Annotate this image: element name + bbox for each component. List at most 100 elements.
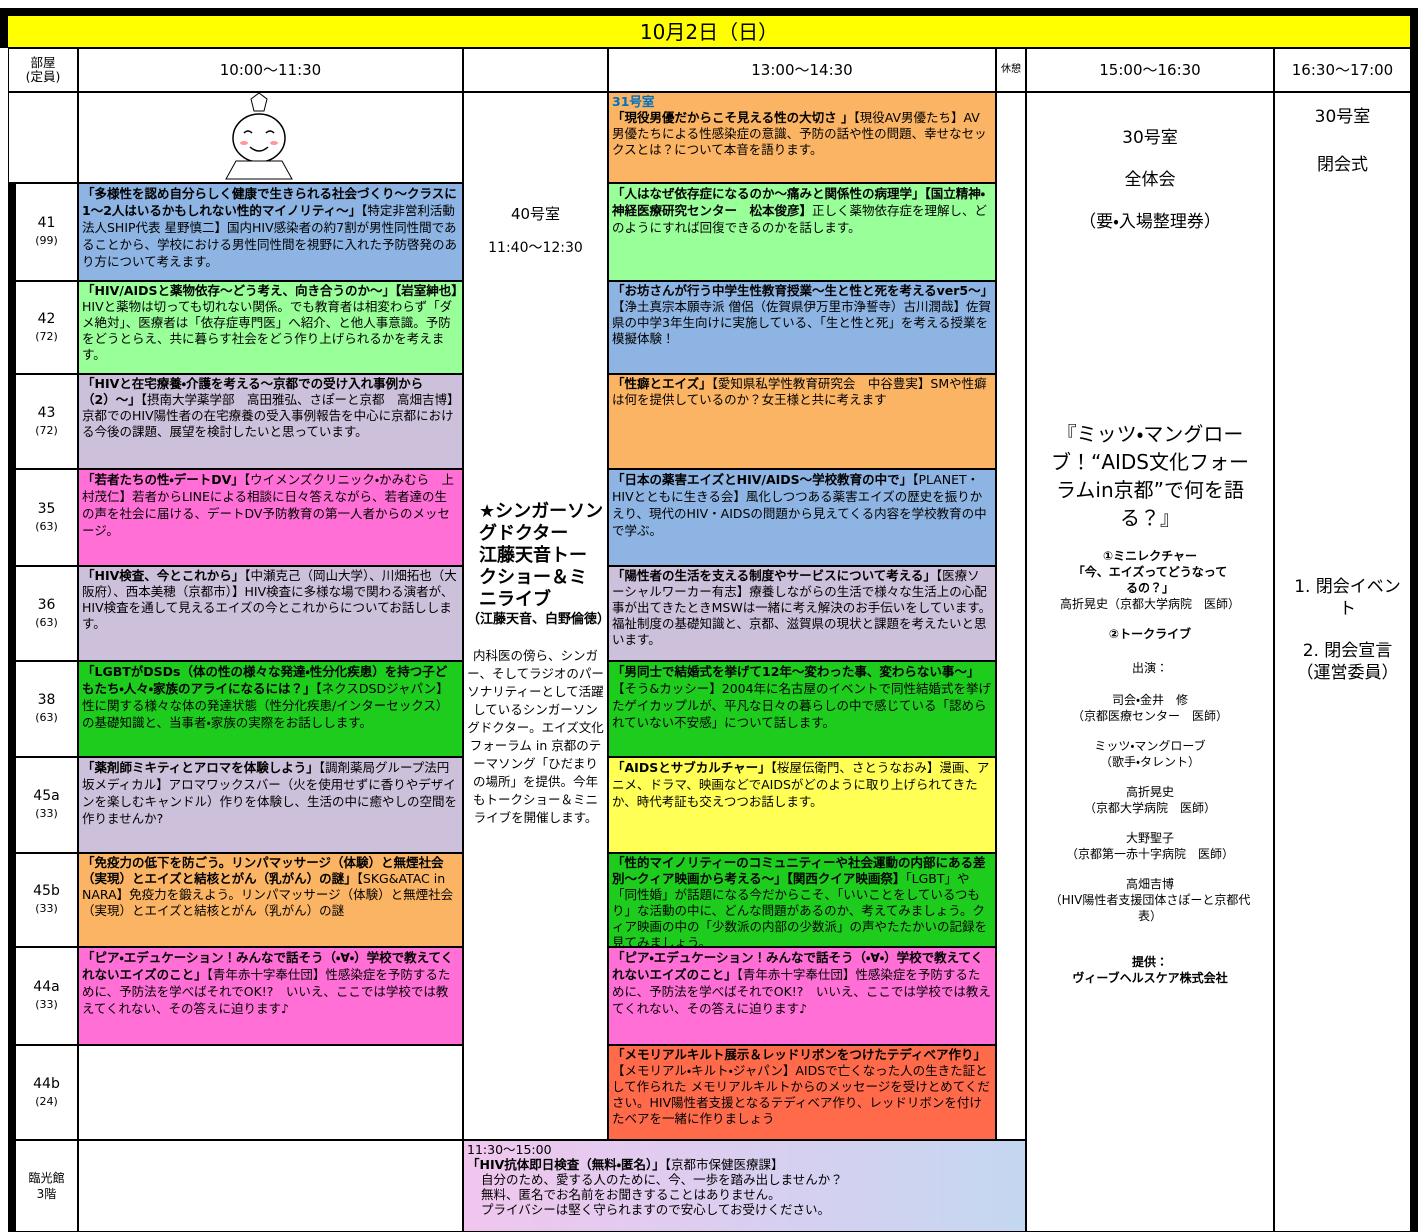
room-label: 44b xyxy=(33,1075,60,1092)
session-cell: 「性癖とエイズ」【愛知県私学性教育研究会 中谷豊実】SMや性癖は何を提供している… xyxy=(608,374,996,469)
header-break: 休憩 xyxy=(996,48,1026,92)
header-slot4: 16:30〜17:00 xyxy=(1291,61,1394,79)
session-title: 「メモリアルキルト展示＆レッドリボンをつけたテディベア作り」 xyxy=(612,1047,987,1062)
room-label: 36 xyxy=(37,596,56,613)
capacity-label: (24) xyxy=(35,1094,58,1108)
session-body: 【桜屋伝衛門、さとうなおみ】漫画、アニメ、ドラマ、映画などでAIDSがどのように… xyxy=(612,760,990,809)
middle-column: 40号室 11:40〜12:30 ★シンガーソングドクター 江藤天音トークショー… xyxy=(463,92,608,1140)
header-slot: 15:00〜16:30 xyxy=(1026,48,1274,92)
room-cell: 43 (72) xyxy=(8,374,78,469)
header-slot1: 10:00〜11:30 xyxy=(219,61,322,79)
middle-performers: （江藤天音、白野倫徳） xyxy=(467,612,608,627)
session-title: 「お坊さんが行う中学生性教育授業〜生と性と死を考えるver5〜」 xyxy=(612,283,994,298)
header-slot2: 13:00〜14:30 xyxy=(751,61,853,79)
session-title: 「ピア・エデュケーション！みんなで話そう（・∀・）学校で教えてくれないエイズのこ… xyxy=(82,950,454,982)
room-label: 35 xyxy=(37,500,56,517)
closing-item: 1. 閉会イベント xyxy=(1294,577,1401,619)
test-title: 「HIV抗体即日検査（無料・匿名）」 xyxy=(467,1157,665,1172)
room-label: 臨光館3階 xyxy=(28,1171,65,1201)
session-body: 【ウイメンズクリニック・かみむら 上村茂仁】若者からLINEによる相談に日々答え… xyxy=(82,472,455,538)
cast-line: 大野聖子 xyxy=(1125,831,1174,845)
session-body: 【SKG&ATAC in NARA】免疫力を鍛えよう。リンパマッサージ（体験）と… xyxy=(82,871,454,918)
closing-room: 30号室 xyxy=(1314,107,1371,127)
room-label: 45b xyxy=(33,883,60,899)
mascot xyxy=(225,93,293,180)
plenary-theme: 『ミッツ・マングローブ！“AIDS文化フォーラムin京都”で何を語る？』 xyxy=(1050,422,1250,530)
session-body: 【ネクスDSDジャパン】性に関する様々な体の発達状態（性分化疾患/インターセック… xyxy=(82,681,449,730)
talk: ②トークライブ xyxy=(1108,627,1192,641)
session-title: 「LGBTがDSDs（体の性の様々な発達・性分化疾患）を持つ子どもたち・人々・家… xyxy=(82,664,448,696)
session-cell: 「薬剤師ミキティとアロマを体験しよう」【調剤薬局グループ法円坂メディカル】アロマ… xyxy=(78,757,463,853)
closing-column: 30号室 閉会式 1. 閉会イベント 2. 閉会宣言（運営委員） xyxy=(1274,92,1418,1232)
closing-item: 2. 閉会宣言（運営委員） xyxy=(1296,641,1399,683)
session-cell: 「LGBTがDSDs（体の性の様々な発達・性分化疾患）を持つ子どもたち・人々・家… xyxy=(78,661,463,757)
capacity-label: (33) xyxy=(35,807,58,820)
session-cell: 「免疫力の低下を防ごう。リンパマッサージ（体験）と無煙社会（実現）とエイズと結核… xyxy=(78,853,463,947)
session-title: 「日本の薬害エイズとHIV/AIDS〜学校教育の中で」 xyxy=(612,472,913,487)
capacity-label: (72) xyxy=(35,423,58,437)
cast-list: 司会・金井 修 （京都医療センター 医師） ミッツ・マングローブ （歌手・タレント） 高… xyxy=(1030,692,1270,924)
session-body: 【特定非営利活動法人SHIP代表 星野慎二】国内HIV感染者の約7割が男性同性間… xyxy=(82,203,458,269)
middle-body: 内科医の傍ら、シンガー、そしてラジオのパーソナリティーとして活躍しているシンガー… xyxy=(467,648,604,825)
session-body: 【そう&カッシー】2004年に名古屋のイベントで同性結婚式を挙げたゲイカップルが… xyxy=(612,681,992,730)
header-blank xyxy=(463,48,608,92)
capacity-label: (33) xyxy=(35,998,58,1011)
room-cell: 36 (63) xyxy=(8,566,78,661)
session-title: 「性的マイノリティーのコミュニティーや社会運動の内部にある差別〜クィア映画から考… xyxy=(612,855,986,886)
closing-name: 閉会式 xyxy=(1317,155,1368,175)
plenary-room: 30号室 xyxy=(1122,128,1178,148)
session-cell: 「HIV/AIDSと薬物依存〜どう考え、向き合うのか〜」【岩室紳也】HIVと薬物… xyxy=(78,281,463,374)
middle-room: 40号室 xyxy=(510,205,561,223)
test-line: 自分のため、愛する人のために、今、一歩を踏み出しませんか？ xyxy=(481,1172,843,1187)
empty-cell xyxy=(78,1140,463,1232)
session-body: 【中瀬克己（岡山大学）、川畑拓也（大阪府）、西本美穂（京都市）】HIV検査に多様… xyxy=(82,568,457,631)
session-body: 正しく薬物依存症を理解し、どのようにすれば回復できるのかを話します。 xyxy=(612,203,988,235)
room-label: 38 xyxy=(37,692,56,708)
session-title: 「免疫力の低下を防ごう。リンパマッサージ（体験）と無煙社会（実現）とエイズと結核… xyxy=(82,855,444,886)
room-cell: 38 (63) xyxy=(8,661,78,757)
session-title: 「多様性を認め自分らしく健康で生きられる社会づくり〜クラスに1〜2人はいるかもし… xyxy=(82,186,457,218)
session-body: 「LGBT」や「同性婚」が話題になる今だからこそ、「いいことをしているつもり」な… xyxy=(612,871,988,947)
cast-line: （京都医療センター 医師） xyxy=(1071,709,1228,723)
header-break-label: 休憩 xyxy=(1001,64,1021,75)
title-bar: 10月2日（日） xyxy=(0,8,1418,48)
session-body: 【浄土真宗本願寺派 僧侶（佐賀県伊万里市浄誓寺）古川潤哉】佐賀県の中学3年生向け… xyxy=(612,299,991,346)
session-room: 31号室 xyxy=(612,94,655,109)
sponsor: ヴィーブヘルスケア株式会社 xyxy=(1072,971,1228,985)
session-cell: 「ピア・エデュケーション！みんなで話そう（・∀・）学校で教えてくれないエイズのこ… xyxy=(78,947,463,1045)
room-cell: 臨光館3階 xyxy=(8,1140,78,1232)
room-label: 45a xyxy=(33,788,60,804)
session-cell: 「メモリアルキルト展示＆レッドリボンをつけたテディベア作り」【メモリアル・キルト… xyxy=(608,1045,996,1140)
title: 10月2日（日） xyxy=(639,20,779,44)
session-title: 「男同士で結婚式を挙げて12年〜変わった事、変わらない事〜」 xyxy=(612,664,980,679)
header-slot: 10:00〜11:30 xyxy=(78,48,463,92)
session-title: 「HIVと在宅療養・介護を考える〜京都での受け入れ事例から（2）〜」 xyxy=(82,376,424,407)
room-label: 44a xyxy=(33,979,60,995)
cast-label: 出演： xyxy=(1131,661,1168,675)
mascot-cell xyxy=(78,92,463,183)
room-cell: 44a (33) xyxy=(8,947,78,1045)
middle-title: ★シンガーソングドクター 江藤天音トークショー＆ミニライブ xyxy=(479,501,604,610)
middle-time: 11:40〜12:30 xyxy=(488,240,583,256)
lecture-title: 「今、エイズってどうなってるの？」 xyxy=(1072,565,1228,595)
cast-line: 司会・金井 修 xyxy=(1111,693,1189,707)
session-body: 【現役AV男優たち】AV男優たちによる性感染症の意識、予防の話や性の問題、幸せな… xyxy=(612,110,987,157)
session-title: 「人はなぜ依存症になるのか〜痛みと関係性の病理学」【国立精神・神経医療研究センタ… xyxy=(612,186,986,218)
lecture: ①ミニレクチャー xyxy=(1102,549,1198,563)
room-cell: 35 (63) xyxy=(8,469,78,566)
session-cell xyxy=(78,1045,463,1140)
session-title: 「ピア・エデュケーション！みんなで話そう（・∀・）学校で教えてくれないエイズのこ… xyxy=(612,950,984,982)
session-cell: 「HIV検査、今とこれから」【中瀬克己（岡山大学）、川畑拓也（大阪府）、西本美穂… xyxy=(78,566,463,661)
capacity-label: (33) xyxy=(35,902,58,915)
session-title: 「HIV/AIDSと薬物依存〜どう考え、向き合うのか〜」【岩室紳也】 xyxy=(82,283,463,298)
break-column xyxy=(996,92,1026,1140)
session-body: 【メモリアル・キルト・ジャパン】AIDSで亡くなった人の生きた証として作られた … xyxy=(612,1063,990,1126)
session-body: 【PLANET・HIVとともに生きる会】風化しつつある薬害エイズの歴史を振りかえ… xyxy=(612,472,987,538)
header-room: 部屋 (定員) xyxy=(8,48,78,92)
cast-line: （京都第一赤十字病院 医師） xyxy=(1065,847,1234,861)
session-body: 【青年赤十字奉仕団】性感染症を予防するために、予防法を学べばそれでOK!? いい… xyxy=(82,967,451,1016)
header-capacity-label: (定員) xyxy=(25,69,61,84)
session-cell: 「人はなぜ依存症になるのか〜痛みと関係性の病理学」【国立精神・神経医療研究センタ… xyxy=(608,183,996,281)
cast-line: 高畑吉博 xyxy=(1125,877,1174,891)
test-cell: 11:30〜15:00 「HIV抗体即日検査（無料・匿名）」【京都市保健医療課】… xyxy=(463,1140,1026,1232)
